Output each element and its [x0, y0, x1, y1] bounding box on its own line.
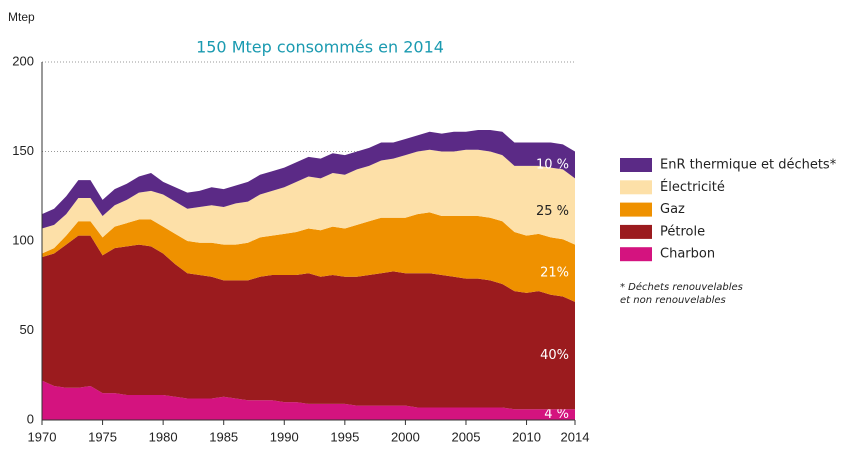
y-tick-label: 0: [27, 411, 34, 426]
y-tick-label: 100: [12, 232, 34, 247]
area: [42, 212, 575, 302]
x-tick-label: 1970: [28, 429, 57, 444]
x-tick-label: 2010: [512, 429, 541, 444]
area: [42, 380, 575, 420]
legend-swatch: [620, 202, 652, 217]
y-tick-label: 200: [12, 53, 34, 68]
y-tick-label: 50: [20, 322, 34, 337]
legend-label: Gaz: [660, 202, 685, 217]
area: [42, 130, 575, 229]
legend-label: Électricité: [660, 179, 725, 195]
x-tick-label: 1995: [330, 429, 359, 444]
share-label: 40%: [540, 348, 569, 363]
legend-swatch: [620, 247, 652, 262]
legend-swatch: [620, 180, 652, 195]
x-tick-label: 2005: [452, 429, 481, 444]
x-tick-label: 1980: [149, 429, 178, 444]
share-label: 21%: [540, 266, 569, 281]
x-tick-label: 1985: [209, 429, 238, 444]
share-label: 4 %: [544, 407, 569, 422]
area: [42, 235, 575, 410]
legend-label: EnR thermique et déchets*: [660, 158, 837, 173]
footnote: * Déchets renouvelables: [620, 281, 743, 293]
legend-label: Charbon: [660, 247, 715, 262]
x-tick-label: 1975: [88, 429, 117, 444]
legend-label: Pétrole: [660, 224, 705, 239]
x-tick-label: 2000: [391, 429, 420, 444]
y-axis-label: Mtep: [8, 10, 35, 24]
area: [42, 149, 575, 254]
chart-title: 150 Mtep consommés en 2014: [196, 38, 444, 57]
x-tick-label: 2014: [561, 429, 590, 444]
x-tick-label: 1990: [270, 429, 299, 444]
legend-swatch: [620, 158, 652, 172]
footnote: et non renouvelables: [620, 295, 726, 306]
y-tick-label: 150: [12, 143, 34, 158]
share-label: 10 %: [536, 157, 569, 172]
legend-swatch: [620, 224, 652, 239]
share-label: 25 %: [536, 204, 569, 219]
